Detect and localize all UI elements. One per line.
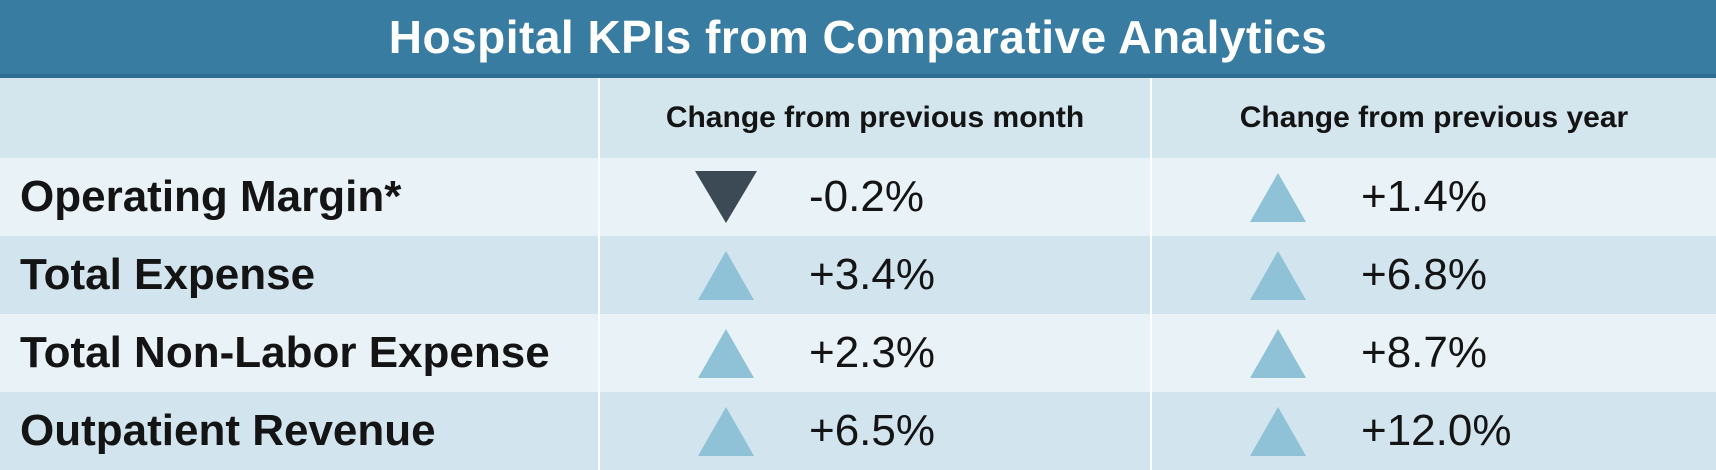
month-change-value: +6.5%	[809, 406, 935, 455]
month-change-cell: +3.4%	[598, 236, 1150, 314]
table-row: Total Expense +3.4% +6.8%	[0, 236, 1716, 314]
up-triangle-icon	[1250, 250, 1306, 300]
year-change-cell: +12.0%	[1150, 392, 1716, 470]
column-header-year: Change from previous year	[1150, 78, 1716, 158]
year-change-value: +8.7%	[1361, 328, 1487, 377]
up-triangle-icon	[1250, 406, 1306, 456]
month-change-value: +3.4%	[809, 250, 935, 299]
up-triangle-icon	[698, 406, 754, 456]
up-triangle-icon	[698, 328, 754, 378]
column-header-metric	[0, 78, 598, 158]
month-change-cell: -0.2%	[598, 158, 1150, 236]
table-row: Outpatient Revenue +6.5% +12.0%	[0, 392, 1716, 470]
month-change-cell: +6.5%	[598, 392, 1150, 470]
up-triangle-icon	[1250, 172, 1306, 222]
column-header-month: Change from previous month	[598, 78, 1150, 158]
month-change-cell: +2.3%	[598, 314, 1150, 392]
metric-label: Outpatient Revenue	[20, 406, 436, 455]
table-row: Operating Margin* -0.2% +1.4%	[0, 158, 1716, 236]
title-bar: Hospital KPIs from Comparative Analytics	[0, 0, 1716, 78]
month-change-value: -0.2%	[809, 172, 924, 221]
down-triangle-icon	[695, 171, 757, 223]
table-body: Operating Margin* -0.2% +1.4% Total Expense…	[0, 158, 1716, 470]
up-triangle-icon	[1250, 328, 1306, 378]
table-row: Total Non-Labor Expense +2.3% +8.7%	[0, 314, 1716, 392]
up-triangle-icon	[698, 250, 754, 300]
year-change-value: +1.4%	[1361, 172, 1487, 221]
year-change-value: +12.0%	[1361, 406, 1512, 455]
metric-label: Operating Margin*	[20, 172, 402, 221]
page-title: Hospital KPIs from Comparative Analytics	[388, 11, 1328, 63]
column-header-row: Change from previous month Change from p…	[0, 78, 1716, 158]
year-change-cell: +8.7%	[1150, 314, 1716, 392]
month-change-value: +2.3%	[809, 328, 935, 377]
year-change-cell: +6.8%	[1150, 236, 1716, 314]
year-change-cell: +1.4%	[1150, 158, 1716, 236]
metric-label: Total Expense	[20, 250, 316, 299]
year-change-value: +6.8%	[1361, 250, 1487, 299]
metric-label: Total Non-Labor Expense	[20, 328, 550, 377]
